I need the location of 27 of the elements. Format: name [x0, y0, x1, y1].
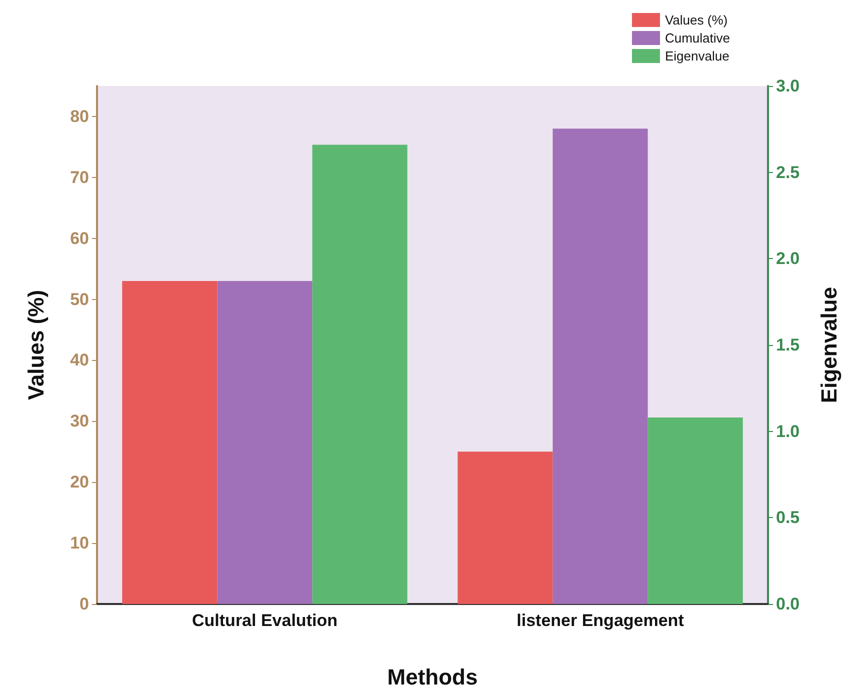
bar	[552, 128, 648, 604]
x-axis-title: Methods	[387, 664, 478, 690]
y2-tick-label: 1.0	[776, 422, 800, 441]
y-tick-label: 0	[80, 594, 89, 614]
y-tick-label: 80	[70, 106, 89, 126]
y-axis-title: Values (%)	[24, 290, 48, 400]
y2-axis-title: Eigenvalue	[816, 286, 842, 404]
y-tick-label: 60	[70, 228, 89, 248]
y-tick-label: 30	[70, 412, 89, 431]
y2-tick-label: 0.0	[776, 594, 800, 614]
y2-tick-label: 2.0	[776, 249, 800, 268]
x-tick-label: listener Engagement	[516, 611, 684, 630]
y2-tick-label: 0.5	[776, 508, 800, 528]
legend-label: Eigenvalue	[664, 48, 730, 64]
y2-tick-label: 3.0	[776, 76, 800, 96]
legend-label: Values (%)	[664, 12, 728, 28]
y-tick-label: 50	[70, 290, 89, 309]
bar	[458, 452, 553, 604]
x-tick-label: Cultural Evalution	[192, 611, 338, 630]
bar	[122, 281, 218, 604]
y2-tick-label: 2.5	[776, 162, 800, 182]
y-tick-label: 70	[70, 168, 89, 187]
y-tick-label: 40	[70, 350, 89, 370]
y-tick-label: 10	[70, 534, 89, 553]
y2-tick-label: 1.5	[776, 336, 800, 354]
legend-label: Cumulative	[664, 30, 730, 46]
y-tick-label: 20	[70, 472, 89, 492]
